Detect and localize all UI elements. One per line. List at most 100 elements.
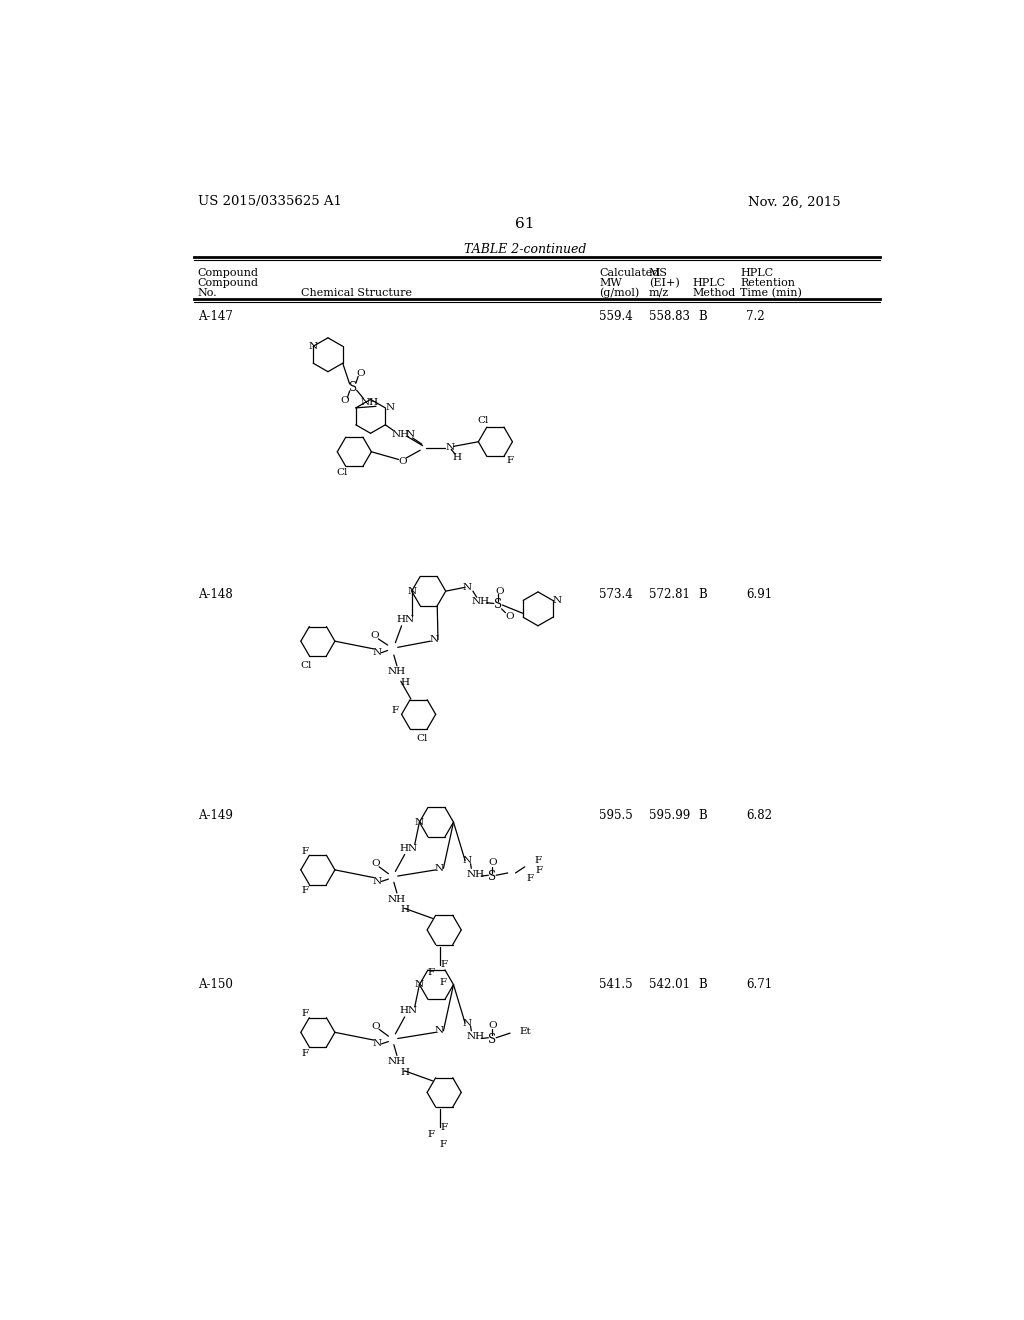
Text: Cl: Cl — [417, 734, 428, 743]
Text: F: F — [526, 874, 534, 883]
Text: O: O — [495, 586, 504, 595]
Text: 6.82: 6.82 — [746, 809, 772, 822]
Text: F: F — [535, 857, 542, 865]
Text: F: F — [439, 978, 446, 987]
Text: O: O — [370, 631, 379, 639]
Text: 573.4: 573.4 — [599, 589, 633, 601]
Text: F: F — [302, 886, 309, 895]
Text: B: B — [698, 589, 708, 601]
Text: H: H — [400, 906, 410, 915]
Text: S: S — [488, 870, 497, 883]
Text: m/z: m/z — [649, 288, 669, 298]
Text: F: F — [440, 1122, 447, 1131]
Text: F: F — [427, 968, 434, 977]
Text: N: N — [463, 1019, 472, 1027]
Text: TABLE 2-continued: TABLE 2-continued — [464, 243, 586, 256]
Text: O: O — [341, 396, 349, 405]
Text: 542.01: 542.01 — [649, 978, 690, 991]
Text: NH: NH — [388, 1057, 406, 1067]
Text: N: N — [308, 342, 317, 351]
Text: O: O — [372, 859, 380, 869]
Text: N: N — [385, 404, 394, 412]
Text: N: N — [415, 981, 424, 989]
Text: N: N — [408, 586, 416, 595]
Text: Cl: Cl — [336, 469, 347, 477]
Text: F: F — [302, 847, 309, 855]
Text: 572.81: 572.81 — [649, 589, 690, 601]
Text: Compound: Compound — [198, 277, 259, 288]
Text: O: O — [372, 1022, 380, 1031]
Text: 61: 61 — [515, 216, 535, 231]
Text: Chemical Structure: Chemical Structure — [301, 288, 412, 298]
Text: N: N — [373, 648, 382, 657]
Text: N: N — [429, 635, 438, 644]
Text: Nov. 26, 2015: Nov. 26, 2015 — [749, 195, 841, 209]
Text: O: O — [398, 457, 407, 466]
Text: NH: NH — [392, 429, 410, 438]
Text: Retention: Retention — [740, 277, 796, 288]
Text: N: N — [445, 444, 455, 453]
Text: Time (min): Time (min) — [740, 288, 802, 298]
Text: A-149: A-149 — [198, 809, 232, 822]
Text: NH: NH — [466, 870, 484, 879]
Text: US 2015/0335625 A1: US 2015/0335625 A1 — [198, 195, 342, 209]
Text: F: F — [392, 706, 399, 715]
Text: Et: Et — [520, 1027, 531, 1036]
Text: NH: NH — [472, 597, 489, 606]
Text: (g/mol): (g/mol) — [599, 288, 639, 298]
Text: NH: NH — [360, 399, 379, 407]
Text: F: F — [536, 866, 543, 875]
Text: HPLC: HPLC — [692, 277, 725, 288]
Text: N: N — [463, 857, 472, 865]
Text: B: B — [698, 310, 708, 323]
Text: A-147: A-147 — [198, 310, 232, 323]
Text: HN: HN — [399, 1006, 418, 1015]
Text: Calculated: Calculated — [599, 268, 659, 277]
Text: 541.5: 541.5 — [599, 978, 633, 991]
Text: 6.91: 6.91 — [746, 589, 772, 601]
Text: S: S — [494, 598, 502, 611]
Text: S: S — [349, 380, 356, 393]
Text: 7.2: 7.2 — [746, 310, 765, 323]
Text: F: F — [302, 1010, 309, 1018]
Text: N: N — [553, 595, 562, 605]
Text: HPLC: HPLC — [740, 268, 773, 277]
Text: 559.4: 559.4 — [599, 310, 633, 323]
Text: NH: NH — [388, 895, 406, 904]
Text: (EI+): (EI+) — [649, 277, 680, 288]
Text: F: F — [439, 1140, 446, 1150]
Text: N: N — [435, 1027, 444, 1035]
Text: F: F — [507, 455, 514, 465]
Text: 6.71: 6.71 — [746, 978, 772, 991]
Text: HN: HN — [399, 843, 418, 853]
Text: MW: MW — [599, 277, 622, 288]
Text: A-150: A-150 — [198, 978, 232, 991]
Text: H: H — [400, 1068, 410, 1077]
Text: F: F — [427, 1130, 434, 1139]
Text: N: N — [435, 863, 444, 873]
Text: HN: HN — [396, 615, 415, 624]
Text: H: H — [400, 678, 410, 688]
Text: S: S — [488, 1032, 497, 1045]
Text: NH: NH — [466, 1032, 484, 1041]
Text: 558.83: 558.83 — [649, 310, 690, 323]
Text: A-148: A-148 — [198, 589, 232, 601]
Text: F: F — [302, 1048, 309, 1057]
Text: 595.5: 595.5 — [599, 809, 633, 822]
Text: MS: MS — [649, 268, 668, 277]
Text: N: N — [373, 876, 382, 886]
Text: N: N — [463, 583, 472, 591]
Text: 595.99: 595.99 — [649, 809, 690, 822]
Text: O: O — [356, 368, 365, 378]
Text: Cl: Cl — [477, 416, 488, 425]
Text: O: O — [488, 1020, 497, 1030]
Text: Method: Method — [692, 288, 735, 298]
Text: F: F — [440, 960, 447, 969]
Text: Compound: Compound — [198, 268, 259, 277]
Text: O: O — [488, 858, 497, 867]
Text: N: N — [373, 1039, 382, 1048]
Text: No.: No. — [198, 288, 217, 298]
Text: N: N — [406, 429, 415, 438]
Text: B: B — [698, 809, 708, 822]
Text: O: O — [505, 612, 514, 620]
